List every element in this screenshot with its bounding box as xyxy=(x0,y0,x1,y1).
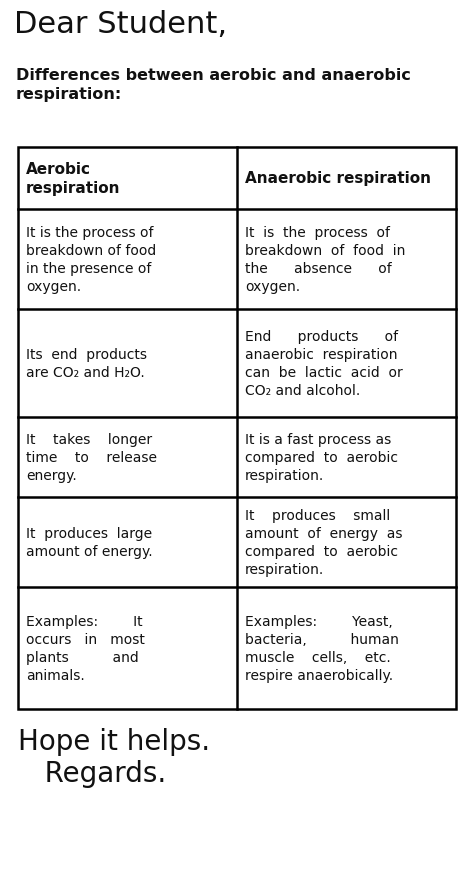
Bar xyxy=(18,148,456,709)
Text: Anaerobic respiration: Anaerobic respiration xyxy=(245,171,431,186)
Text: Regards.: Regards. xyxy=(18,759,166,787)
Text: Aerobic
respiration: Aerobic respiration xyxy=(26,161,120,196)
Text: It    produces    small
amount  of  energy  as
compared  to  aerobic
respiration: It produces small amount of energy as co… xyxy=(245,509,402,576)
Text: Examples:        It
occurs   in   most
plants          and
animals.: Examples: It occurs in most plants and a… xyxy=(26,615,145,682)
Text: Its  end  products
are CO₂ and H₂O.: Its end products are CO₂ and H₂O. xyxy=(26,347,147,380)
Text: It    takes    longer
time    to    release
energy.: It takes longer time to release energy. xyxy=(26,432,157,482)
Text: Examples:        Yeast,
bacteria,          human
muscle    cells,    etc.
respir: Examples: Yeast, bacteria, human muscle … xyxy=(245,615,399,682)
Text: It is the process of
breakdown of food
in the presence of
oxygen.: It is the process of breakdown of food i… xyxy=(26,226,156,294)
Text: It  is  the  process  of
breakdown  of  food  in
the      absence      of
oxygen: It is the process of breakdown of food i… xyxy=(245,226,405,294)
Text: It  produces  large
amount of energy.: It produces large amount of energy. xyxy=(26,526,153,559)
Text: Differences between aerobic and anaerobic
respiration:: Differences between aerobic and anaerobi… xyxy=(16,68,411,102)
Text: End      products      of
anaerobic  respiration
can  be  lactic  acid  or
CO₂ a: End products of anaerobic respiration ca… xyxy=(245,330,403,397)
Text: Dear Student,: Dear Student, xyxy=(14,10,227,39)
Text: Hope it helps.: Hope it helps. xyxy=(18,727,210,755)
Text: It is a fast process as
compared  to  aerobic
respiration.: It is a fast process as compared to aero… xyxy=(245,432,398,482)
